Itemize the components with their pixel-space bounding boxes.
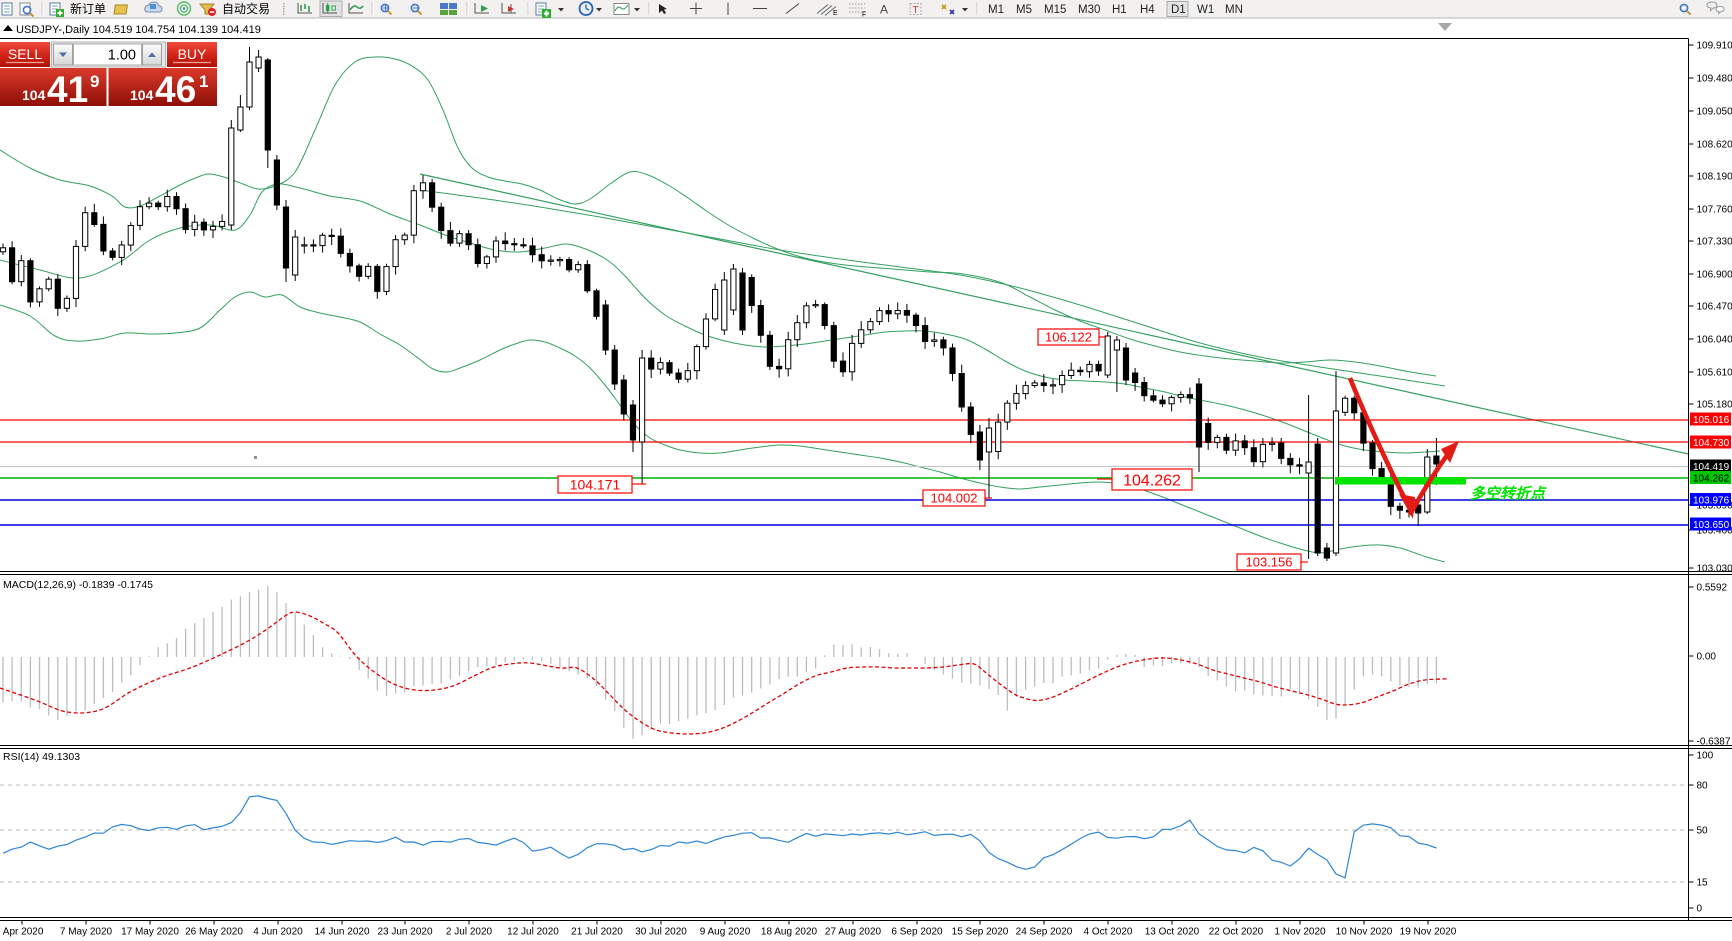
svg-text:4 Oct 2020: 4 Oct 2020 [1084,927,1133,938]
svg-text:7 May 2020: 7 May 2020 [60,927,113,938]
svg-text:105.610: 105.610 [1697,368,1732,379]
svg-text:106.122: 106.122 [1045,330,1092,345]
svg-text:多空转折点: 多空转折点 [1470,485,1547,503]
svg-text:18 Aug 2020: 18 Aug 2020 [761,927,818,938]
svg-text:21 Jul 2020: 21 Jul 2020 [571,927,623,938]
svg-text:107.760: 107.760 [1697,205,1732,216]
svg-text:15 Sep 2020: 15 Sep 2020 [952,927,1009,938]
svg-text:104.730: 104.730 [1693,438,1730,449]
svg-text:46: 46 [155,69,196,110]
svg-text:109.050: 109.050 [1697,107,1732,118]
svg-text:6 Sep 2020: 6 Sep 2020 [891,927,943,938]
svg-text:103.976: 103.976 [1693,495,1730,506]
svg-text:M5: M5 [1016,4,1032,16]
svg-text:103.156: 103.156 [1246,555,1293,570]
svg-text:104: 104 [22,87,46,103]
svg-text:41: 41 [47,69,88,110]
svg-text:108.190: 108.190 [1697,172,1732,183]
svg-text:109.910: 109.910 [1697,41,1732,52]
svg-text:10 Nov 2020: 10 Nov 2020 [1336,927,1393,938]
svg-text:H1: H1 [1112,4,1127,16]
svg-text:104.262: 104.262 [1123,472,1181,489]
svg-text:17 May 2020: 17 May 2020 [121,927,179,938]
svg-text:106.040: 106.040 [1697,335,1732,346]
svg-text:9: 9 [90,72,99,91]
svg-text:105.180: 105.180 [1697,400,1732,411]
svg-text:8 Apr 2020: 8 Apr 2020 [0,927,44,938]
svg-text:D1: D1 [1171,4,1186,16]
svg-text:T: T [913,5,919,16]
svg-text:24 Sep 2020: 24 Sep 2020 [1016,927,1073,938]
svg-text:103.460: 103.460 [1697,526,1732,537]
svg-text:12 Jul 2020: 12 Jul 2020 [507,927,559,938]
svg-text:19 Nov 2020: 19 Nov 2020 [1400,927,1457,938]
svg-text:105.016: 105.016 [1693,415,1730,426]
svg-text:M30: M30 [1078,4,1100,16]
svg-text:107.330: 107.330 [1697,237,1732,248]
svg-text:F: F [862,12,866,19]
svg-text:106.470: 106.470 [1697,302,1732,313]
svg-text:106.900: 106.900 [1697,270,1732,281]
svg-text:USDJPY-,Daily 104.519 104.754: USDJPY-,Daily 104.519 104.754 104.139 10… [16,24,261,36]
svg-text:50: 50 [1697,826,1709,837]
svg-text:22 Oct 2020: 22 Oct 2020 [1209,927,1264,938]
svg-text:RSI(14) 49.1303: RSI(14) 49.1303 [3,751,80,763]
svg-text:1: 1 [199,72,208,91]
svg-text:1.00: 1.00 [108,48,136,64]
svg-text:0.5592: 0.5592 [1697,583,1728,594]
svg-text:E: E [833,10,838,17]
svg-text:13 Oct 2020: 13 Oct 2020 [1145,927,1200,938]
svg-text:0.00: 0.00 [1697,652,1717,663]
svg-text:2 Jul 2020: 2 Jul 2020 [446,927,493,938]
svg-text:100: 100 [1697,751,1714,762]
svg-text:自动交易: 自动交易 [222,1,270,16]
svg-text:-0.6387: -0.6387 [1697,737,1731,748]
svg-text:9 Aug 2020: 9 Aug 2020 [700,927,751,938]
svg-text:103.030: 103.030 [1697,564,1732,575]
svg-text:W1: W1 [1197,4,1214,16]
svg-text:MACD(12,26,9) -0.1839 -0.1745: MACD(12,26,9) -0.1839 -0.1745 [3,579,153,591]
svg-text:A: A [880,3,888,17]
svg-text:104.419: 104.419 [1693,462,1730,473]
svg-text:0: 0 [1697,904,1703,915]
svg-text:23 Jun 2020: 23 Jun 2020 [377,927,432,938]
svg-text:M15: M15 [1044,4,1066,16]
svg-text:104: 104 [130,87,154,103]
svg-text:1 Nov 2020: 1 Nov 2020 [1274,927,1326,938]
svg-text:4 Jun 2020: 4 Jun 2020 [253,927,303,938]
svg-text:BUY: BUY [178,46,207,62]
svg-text:M1: M1 [988,4,1004,16]
svg-text:26 May 2020: 26 May 2020 [185,927,243,938]
svg-text:104.002: 104.002 [931,491,978,506]
svg-text:104.171: 104.171 [570,477,621,493]
svg-text:27 Aug 2020: 27 Aug 2020 [825,927,882,938]
svg-text:14 Jun 2020: 14 Jun 2020 [314,927,369,938]
svg-text:新订单: 新订单 [70,1,106,16]
svg-text:SELL: SELL [8,46,42,62]
svg-text:H4: H4 [1140,4,1155,16]
svg-text:30 Jul 2020: 30 Jul 2020 [635,927,687,938]
svg-text:80: 80 [1697,781,1709,792]
svg-text:15: 15 [1697,878,1709,889]
svg-text:104.262: 104.262 [1693,473,1730,484]
svg-text:103.650: 103.650 [1693,520,1730,531]
svg-text:108.620: 108.620 [1697,140,1732,151]
svg-text:109.480: 109.480 [1697,74,1732,85]
svg-text:MN: MN [1225,4,1243,16]
